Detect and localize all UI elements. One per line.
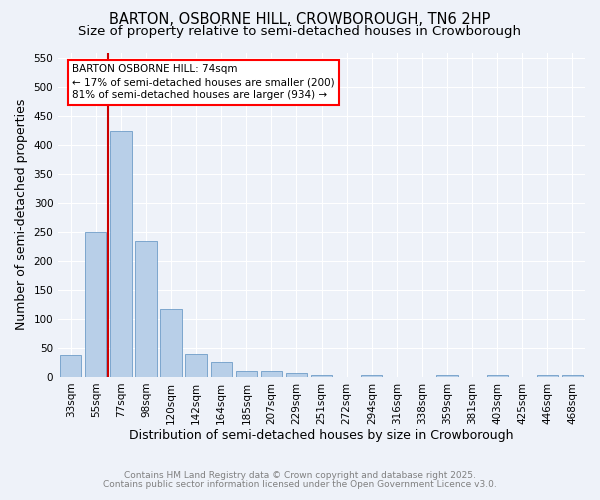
Text: Size of property relative to semi-detached houses in Crowborough: Size of property relative to semi-detach… bbox=[79, 25, 521, 38]
Bar bbox=[562, 375, 583, 377]
Text: Contains HM Land Registry data © Crown copyright and database right 2025.: Contains HM Land Registry data © Crown c… bbox=[124, 471, 476, 480]
Bar bbox=[537, 375, 558, 377]
Bar bbox=[136, 241, 157, 377]
Bar bbox=[110, 130, 131, 377]
Bar bbox=[261, 371, 282, 377]
Bar bbox=[436, 375, 458, 377]
Text: Contains public sector information licensed under the Open Government Licence v3: Contains public sector information licen… bbox=[103, 480, 497, 489]
Bar bbox=[487, 375, 508, 377]
Bar bbox=[211, 362, 232, 377]
Bar bbox=[160, 308, 182, 377]
Bar bbox=[361, 375, 382, 377]
Bar bbox=[311, 375, 332, 377]
Bar bbox=[60, 355, 82, 377]
Bar bbox=[286, 373, 307, 377]
Bar bbox=[85, 232, 106, 377]
Text: BARTON OSBORNE HILL: 74sqm
← 17% of semi-detached houses are smaller (200)
81% o: BARTON OSBORNE HILL: 74sqm ← 17% of semi… bbox=[72, 64, 335, 100]
Text: BARTON, OSBORNE HILL, CROWBOROUGH, TN6 2HP: BARTON, OSBORNE HILL, CROWBOROUGH, TN6 2… bbox=[109, 12, 491, 28]
X-axis label: Distribution of semi-detached houses by size in Crowborough: Distribution of semi-detached houses by … bbox=[130, 430, 514, 442]
Bar bbox=[236, 371, 257, 377]
Bar bbox=[185, 354, 207, 377]
Y-axis label: Number of semi-detached properties: Number of semi-detached properties bbox=[15, 99, 28, 330]
